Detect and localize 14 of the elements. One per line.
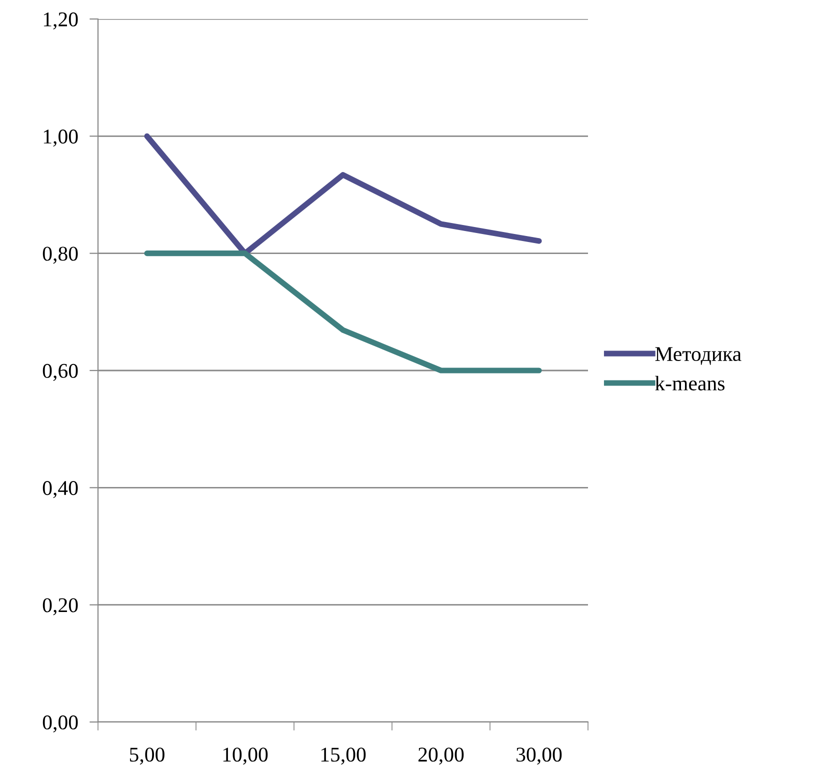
y-tick-label: 0,80 xyxy=(42,246,78,264)
legend-label: Методика xyxy=(655,347,742,365)
y-tick-label: 0,00 xyxy=(42,715,78,732)
y-tick-label: 0,20 xyxy=(42,598,78,616)
y-tick-label: 0,40 xyxy=(42,481,78,498)
x-tick-label: 20,00 xyxy=(418,748,464,765)
x-tick-label: 5,00 xyxy=(130,748,164,765)
y-tick-label: 1,20 xyxy=(44,12,78,30)
y-tick-label: 1,00 xyxy=(44,130,78,147)
legend-label: k-means xyxy=(655,376,724,390)
x-tick-label: 30,00 xyxy=(516,748,562,765)
x-tick-label: 15,00 xyxy=(321,748,366,765)
y-tick-label: 0,60 xyxy=(42,364,78,381)
x-tick-label: 10,00 xyxy=(223,748,268,765)
